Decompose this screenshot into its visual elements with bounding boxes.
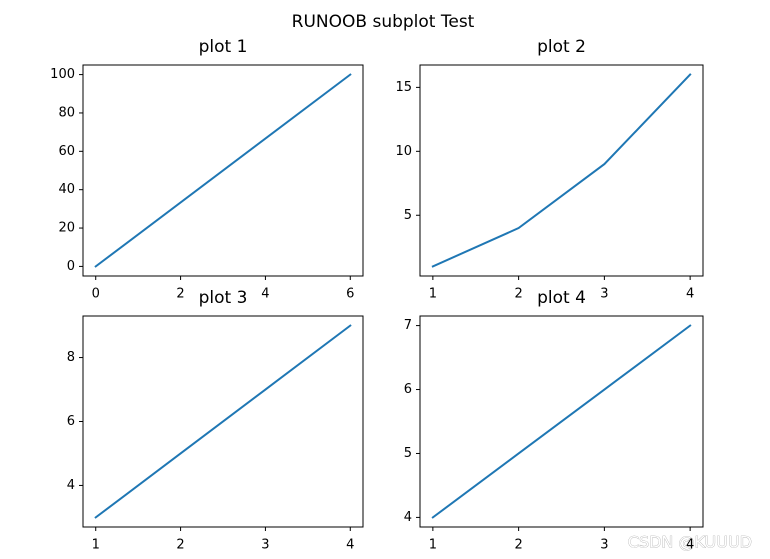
y-tick-label: 20 <box>58 221 75 236</box>
y-tick-label: 15 <box>395 80 412 95</box>
y-tick-label: 80 <box>58 105 75 120</box>
y-tick-label: 6 <box>67 414 75 429</box>
y-tick-label: 40 <box>58 182 75 197</box>
x-tick-label: 2 <box>176 287 184 302</box>
x-tick-label: 1 <box>429 287 437 302</box>
y-tick-label: 7 <box>404 318 412 333</box>
y-tick-label: 0 <box>67 259 75 274</box>
x-tick-label: 1 <box>92 538 100 553</box>
x-tick-label: 0 <box>92 287 100 302</box>
x-tick-label: 4 <box>261 287 269 302</box>
x-tick-label: 2 <box>514 538 522 553</box>
x-tick-label: 6 <box>346 287 354 302</box>
x-tick-label: 2 <box>514 287 522 302</box>
y-tick-label: 8 <box>67 350 75 365</box>
x-tick-label: 3 <box>600 287 608 302</box>
x-tick-label: 2 <box>176 538 184 553</box>
axes-frame <box>82 64 364 277</box>
x-tick-label: 4 <box>686 287 694 302</box>
x-tick-label: 3 <box>261 538 269 553</box>
line <box>94 73 352 268</box>
y-tick-label: 4 <box>404 510 412 525</box>
axes-frame <box>419 315 704 528</box>
y-tick-label: 5 <box>404 208 412 223</box>
x-tick-label: 3 <box>600 538 608 553</box>
watermark: CSDN @KUUUD <box>628 533 752 552</box>
y-tick-label: 10 <box>395 144 412 159</box>
axes-frame <box>82 315 364 528</box>
subplot-title: plot 3 <box>199 288 248 308</box>
y-tick-label: 100 <box>50 67 75 82</box>
x-tick-label: 4 <box>346 538 354 553</box>
axes-frame <box>419 64 704 277</box>
subplot-title: plot 2 <box>537 37 586 57</box>
figure-title: RUNOOB subplot Test <box>292 12 475 32</box>
y-tick-label: 6 <box>404 382 412 397</box>
line <box>94 324 352 519</box>
y-tick-label: 5 <box>404 446 412 461</box>
x-tick-label: 1 <box>429 538 437 553</box>
subplot-title: plot 4 <box>537 288 586 308</box>
x-tick-label: 4 <box>686 538 694 553</box>
subplot-title: plot 1 <box>199 37 248 57</box>
y-tick-label: 4 <box>67 478 75 493</box>
y-tick-label: 60 <box>58 144 75 159</box>
line <box>431 73 692 268</box>
line <box>431 324 692 519</box>
